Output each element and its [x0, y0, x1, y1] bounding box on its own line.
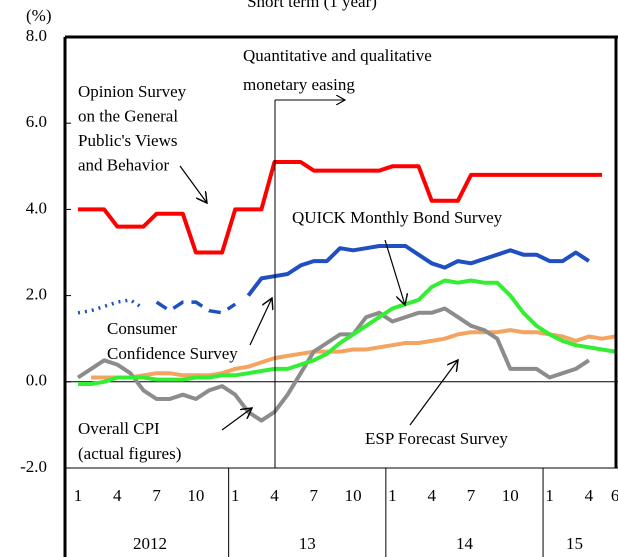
x-tick-label: 10	[502, 486, 519, 505]
x-tick-label: 7	[467, 486, 476, 505]
series-line	[78, 160, 602, 255]
annotation: Public's Views	[78, 131, 178, 150]
annotation: QUICK Monthly Bond Survey	[292, 208, 503, 227]
x-tick-label: 10	[187, 486, 204, 505]
annotation: ESP Forecast Survey	[365, 429, 508, 448]
series-line	[91, 328, 616, 380]
y-unit: (%)	[26, 6, 51, 25]
arrows	[179, 165, 458, 431]
frame	[63, 35, 618, 557]
series-line	[78, 278, 616, 386]
x-tick-label: 1	[74, 486, 83, 505]
x-tick-label: 4	[585, 486, 594, 505]
x-tick-label: 7	[310, 486, 319, 505]
annotation: Overall CPI	[78, 419, 160, 438]
x-tick-label: 4	[270, 486, 279, 505]
y-tick-label: 8.0	[26, 26, 47, 45]
annotation: and Behavior	[78, 155, 169, 174]
annotation: Opinion Survey	[78, 82, 187, 101]
x-tick-label: 1	[388, 486, 397, 505]
year-label: 14	[456, 534, 474, 553]
y-tick-label: -2.0	[20, 457, 47, 476]
year-label: 13	[299, 534, 316, 553]
x-tick-label: 4	[427, 486, 436, 505]
annotation: Quantitative and qualitative	[243, 46, 432, 65]
series-line	[155, 300, 237, 315]
x-tick-label: 4	[113, 486, 122, 505]
x-tick-label: 1	[545, 486, 554, 505]
x-tick-label: 6	[611, 486, 618, 505]
annotation: monetary easing	[243, 75, 355, 94]
annotation: Consumer	[107, 319, 177, 338]
y-tick-label: 2.0	[26, 285, 47, 304]
annotation: (actual figures)	[78, 444, 181, 463]
year-label: 2012	[133, 534, 167, 553]
x-tick-label: 1	[231, 486, 240, 505]
annotation: Confidence Survey	[107, 344, 238, 363]
year-label: 15	[566, 534, 583, 553]
x-tick-label: 7	[152, 486, 161, 505]
series-line	[77, 298, 145, 315]
y-tick-label: 0.0	[26, 371, 47, 390]
y-tick-label: 6.0	[26, 112, 47, 131]
annotation: on the General	[78, 106, 178, 125]
series-line	[246, 244, 590, 297]
y-tick-label: 4.0	[26, 198, 47, 217]
x-tick-label: 10	[345, 486, 362, 505]
series-line	[76, 306, 590, 423]
chart-title: Short term (1 year)	[247, 0, 377, 11]
